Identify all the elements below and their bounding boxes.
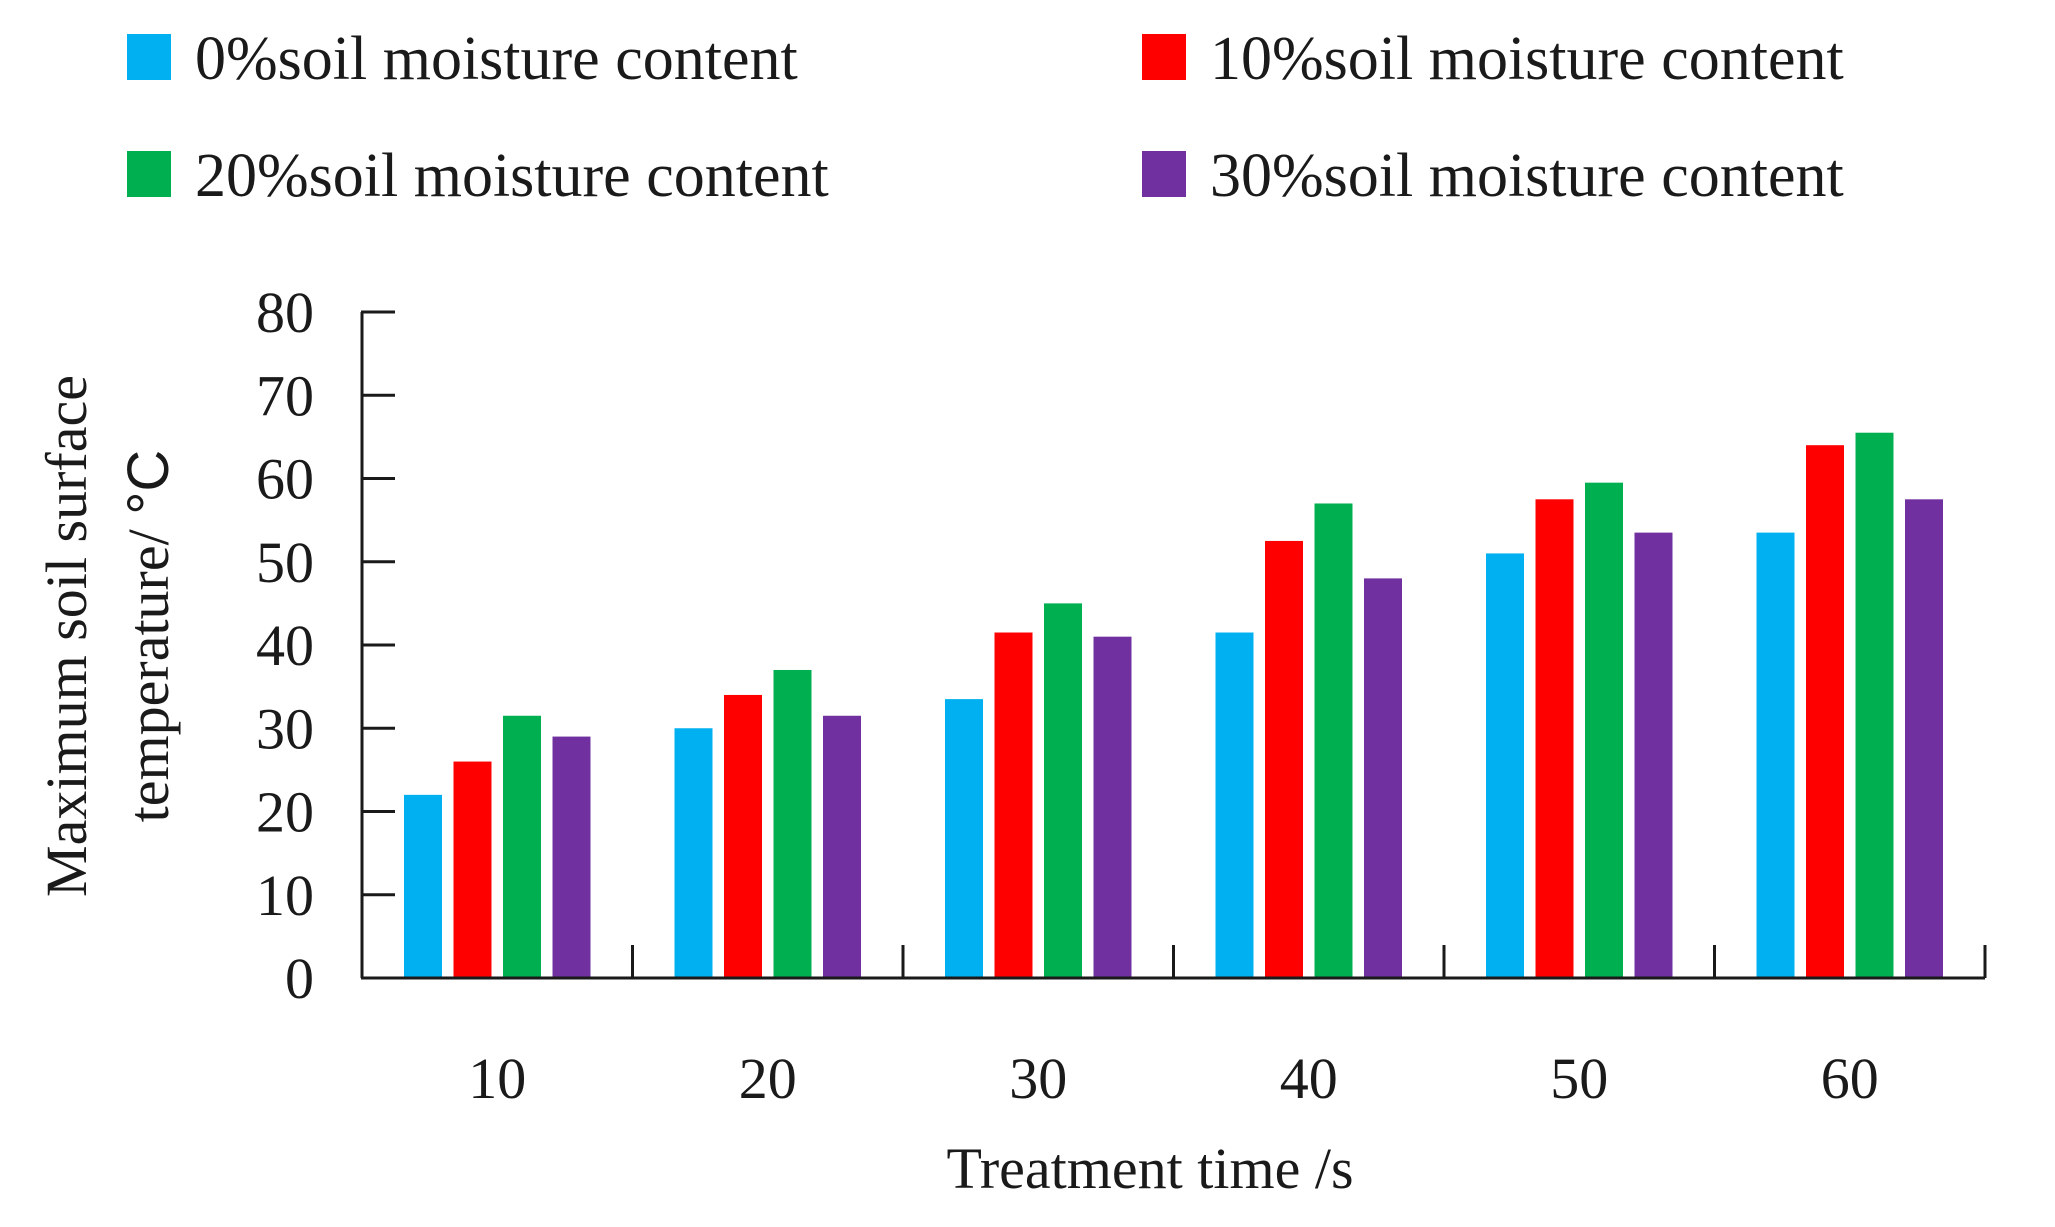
- bar-10s-series-1: [453, 761, 492, 978]
- bar-30s-series-1: [994, 632, 1033, 978]
- bar-60s-series-1: [1806, 445, 1844, 978]
- bar-50s-series-0: [1486, 553, 1524, 978]
- y-axis-label-text: temperature/: [116, 515, 181, 823]
- bar-50s-series-2: [1585, 482, 1623, 978]
- y-tick-label-20: 20: [256, 780, 314, 845]
- x-tick-label-60: 60: [1821, 1046, 1879, 1111]
- y-tick-label-50: 50: [256, 530, 314, 595]
- y-tick-label-0: 0: [285, 946, 314, 1011]
- x-tick-label-30: 30: [1009, 1046, 1067, 1111]
- bar-40s-series-0: [1215, 632, 1254, 978]
- bar-50s-series-1: [1535, 499, 1574, 978]
- y-tick-label-80: 80: [256, 280, 314, 345]
- bar-40s-series-1: [1265, 540, 1303, 978]
- legend-swatch-2: [127, 151, 171, 197]
- y-tick-label-10: 10: [256, 863, 314, 928]
- legend-label-2: 20%soil moisture content: [195, 142, 829, 210]
- legend-label-1: 10%soil moisture content: [1210, 25, 1844, 93]
- bar-60s-series-3: [1905, 499, 1943, 978]
- bar-20s-series-2: [773, 669, 812, 978]
- y-axis: 0 10 20 30 40 50 60 70 80: [256, 280, 395, 1011]
- y-tick-label-60: 60: [256, 447, 314, 512]
- x-tick-label-50: 50: [1550, 1046, 1608, 1111]
- x-tick-label-10: 10: [468, 1046, 526, 1111]
- legend: 0%soil moisture content 10%soil moisture …: [127, 25, 1844, 210]
- y-tick-label-40: 40: [256, 613, 314, 678]
- bar-30s-series-0: [945, 699, 983, 978]
- y-tick-label-30: 30: [256, 696, 314, 761]
- bar-30s-series-3: [1093, 636, 1132, 978]
- x-axis: 10 20 30 40 50 60: [360, 945, 1987, 1111]
- bar-10s-series-2: [503, 715, 541, 978]
- bar-10s-series-3: [552, 736, 591, 978]
- legend-swatch-1: [1142, 34, 1186, 80]
- legend-swatch-0: [127, 34, 171, 80]
- x-tick-label-20: 20: [739, 1046, 797, 1111]
- y-axis-label-line-1: Maximum soil surface: [34, 375, 99, 897]
- legend-label-3: 30%soil moisture content: [1210, 142, 1844, 210]
- legend-label-0: 0%soil moisture content: [195, 25, 798, 93]
- y-axis-label-line-2: temperature/ °C: [116, 450, 181, 823]
- bar-60s-series-2: [1855, 432, 1894, 978]
- bar-30s-series-2: [1044, 603, 1082, 978]
- y-axis-unit: °C: [116, 450, 181, 515]
- x-tick-label-40: 40: [1280, 1046, 1338, 1111]
- bar-20s-series-1: [724, 694, 762, 978]
- bars: [404, 432, 1943, 978]
- bar-50s-series-3: [1634, 532, 1673, 978]
- bar-20s-series-0: [674, 728, 713, 978]
- bar-40s-series-3: [1364, 578, 1402, 978]
- x-axis-label: Treatment time /s: [946, 1136, 1353, 1201]
- bar-40s-series-2: [1314, 503, 1353, 978]
- bar-60s-series-0: [1756, 532, 1795, 978]
- legend-swatch-3: [1142, 151, 1186, 197]
- bar-20s-series-3: [823, 715, 861, 978]
- bar-10s-series-0: [404, 794, 442, 978]
- y-tick-label-70: 70: [256, 363, 314, 428]
